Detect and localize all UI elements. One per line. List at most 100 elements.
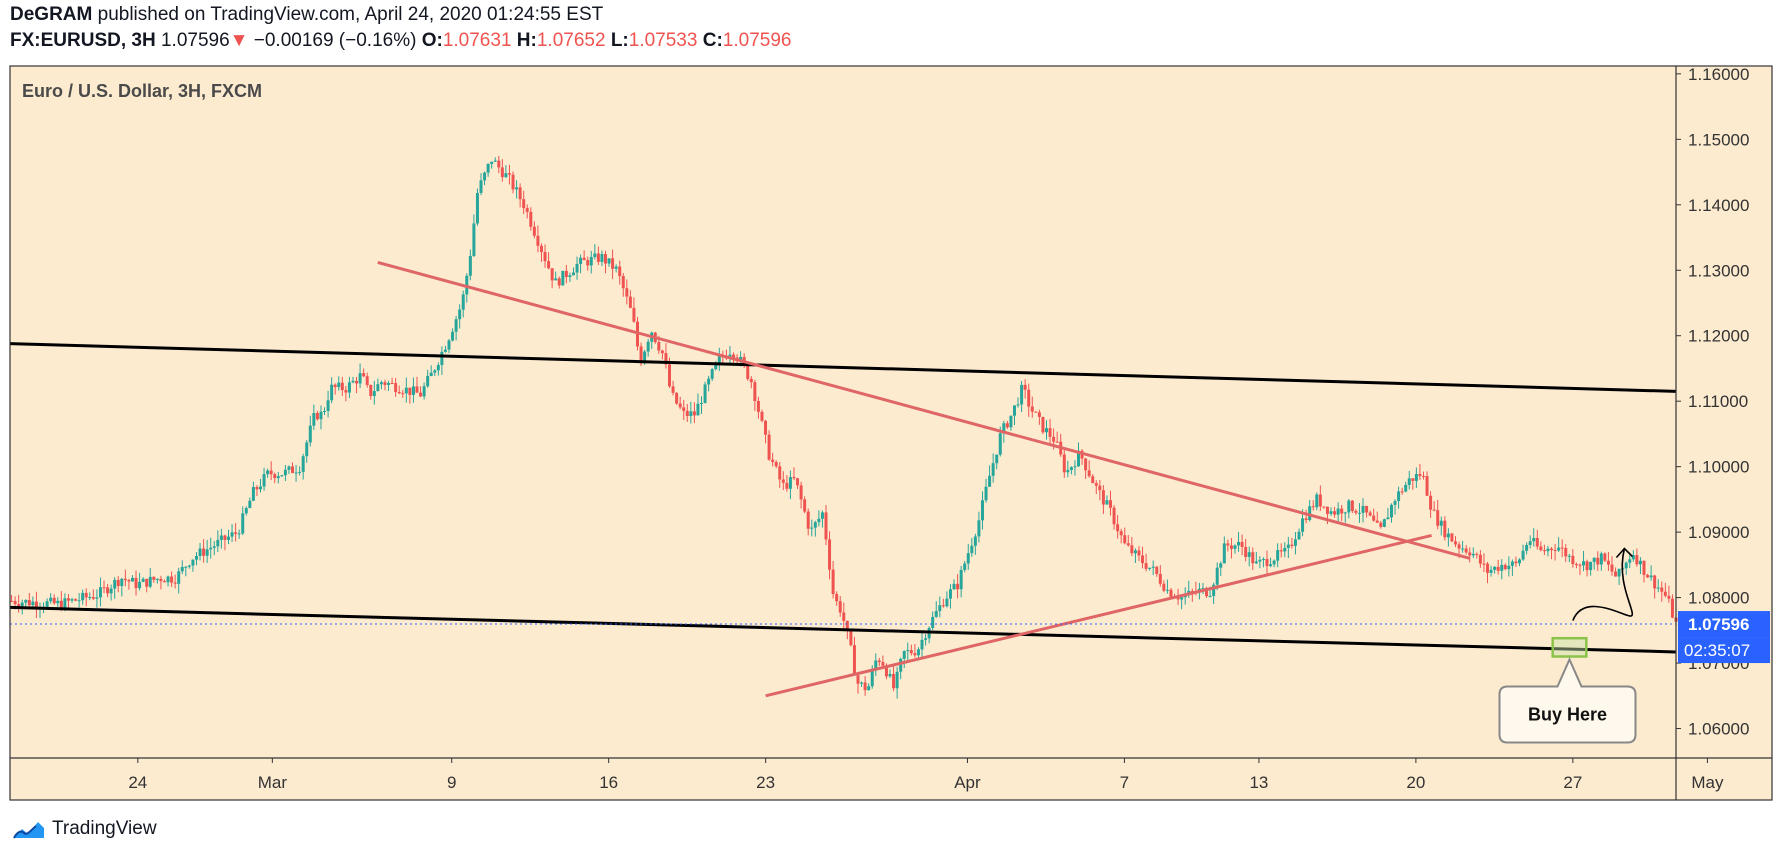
candle-body xyxy=(828,539,832,570)
candle-body xyxy=(1087,470,1091,477)
candle-body xyxy=(913,653,917,656)
candle-body xyxy=(88,597,92,599)
candle-body xyxy=(259,486,263,490)
candle-body xyxy=(226,536,230,540)
candle-body xyxy=(340,382,344,391)
candle-body xyxy=(152,576,156,580)
candle-body xyxy=(91,597,95,599)
candle-body xyxy=(1407,478,1411,485)
candle-body xyxy=(1557,547,1561,551)
candle-body xyxy=(177,571,181,584)
candle-body xyxy=(1272,560,1276,565)
candle-body xyxy=(703,384,707,403)
candle-body xyxy=(1105,500,1109,505)
candle-body xyxy=(1148,567,1152,569)
candle-body xyxy=(1244,546,1248,557)
price-tick-label: 1.13000 xyxy=(1688,261,1749,280)
candle-body xyxy=(17,604,21,607)
candle-body xyxy=(678,403,682,408)
candle-body xyxy=(884,665,888,677)
time-axis[interactable]: 24 Mar 9 16 23 Apr 7 13 20 27 May xyxy=(128,758,1724,792)
low-value: 1.07533 xyxy=(628,30,698,51)
candle-body xyxy=(1453,541,1457,545)
candle-body xyxy=(1660,587,1664,592)
candle-body xyxy=(49,597,53,602)
candle-body xyxy=(1109,500,1113,508)
candle-body xyxy=(518,187,522,200)
candle-body xyxy=(970,545,974,554)
close-value: 1.07596 xyxy=(722,30,792,51)
candle-body xyxy=(1421,476,1425,478)
candle-body xyxy=(180,567,184,572)
symbol-label: FX:EURUSD, 3H xyxy=(10,30,156,51)
lower-channel-line xyxy=(9,605,1677,654)
price-axis[interactable]: 1.16000 1.15000 1.14000 1.13000 1.12000 1.110… xyxy=(1676,65,1749,739)
candle-body xyxy=(276,476,280,479)
candle-body xyxy=(603,254,607,264)
candle-body xyxy=(1500,564,1504,571)
candle-body xyxy=(84,592,88,598)
candle-body xyxy=(1066,469,1070,473)
candle-body xyxy=(461,294,465,310)
candle-body xyxy=(621,276,625,289)
candle-body xyxy=(1496,566,1500,571)
candle-body xyxy=(330,384,334,401)
candle-body xyxy=(1617,568,1621,577)
candle-body xyxy=(148,576,152,587)
candle-body xyxy=(888,673,892,677)
candle-body xyxy=(483,172,487,181)
candle-body xyxy=(1276,550,1280,561)
candle-body xyxy=(308,425,312,443)
candle-body xyxy=(369,384,373,397)
candle-body xyxy=(1318,494,1322,507)
candle-body xyxy=(842,612,846,621)
last-price-badge xyxy=(1678,611,1770,638)
candle-body xyxy=(1589,561,1593,571)
buy-here-callout: Buy Here xyxy=(1498,657,1637,744)
candle-body xyxy=(586,260,590,266)
candle-body xyxy=(1567,555,1571,557)
price-tick-label: 1.10000 xyxy=(1688,458,1749,477)
candle-body xyxy=(692,411,696,416)
time-tick-label: 7 xyxy=(1120,773,1129,792)
candle-body xyxy=(479,180,483,193)
candle-body xyxy=(372,391,376,397)
candle-body xyxy=(379,382,383,385)
candle-body xyxy=(607,258,611,264)
candle-body xyxy=(241,513,245,534)
candle-body xyxy=(10,600,14,602)
candle-body xyxy=(1315,494,1319,508)
candle-body xyxy=(593,253,597,257)
high-value: 1.07652 xyxy=(536,30,606,51)
candle-body xyxy=(472,223,476,256)
candle-body xyxy=(27,599,31,606)
tradingview-brand[interactable]: TradingView xyxy=(12,818,157,840)
candle-body xyxy=(831,569,835,594)
candle-body xyxy=(145,578,149,587)
candle-body xyxy=(433,370,437,373)
plot-area[interactable] xyxy=(10,66,1676,758)
candle-body xyxy=(934,611,938,617)
candle-body xyxy=(1592,557,1596,562)
candle-body xyxy=(1443,520,1447,538)
candle-body xyxy=(1037,412,1041,417)
candle-body xyxy=(1027,389,1031,407)
candle-body xyxy=(924,638,928,640)
candle-body xyxy=(70,599,74,601)
candle-body xyxy=(202,548,206,556)
time-axis-area[interactable] xyxy=(10,758,1676,800)
candle-body xyxy=(81,592,85,601)
candle-body xyxy=(1180,597,1184,600)
upper-channel-line xyxy=(9,342,1677,393)
chart-frame xyxy=(9,65,1773,801)
tradingview-logo-icon xyxy=(13,822,44,839)
trend-lines[interactable] xyxy=(9,260,1677,698)
candle-body xyxy=(796,478,800,486)
author-name[interactable]: DeGRAM xyxy=(10,4,93,25)
candle-body xyxy=(1169,589,1173,598)
candle-body xyxy=(1012,405,1016,416)
candle-body xyxy=(1656,587,1660,589)
candle-body xyxy=(1084,458,1088,471)
candle-body xyxy=(1162,583,1166,591)
